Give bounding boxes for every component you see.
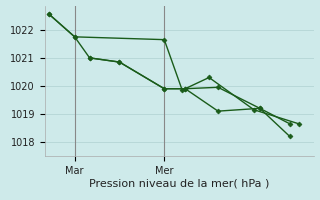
X-axis label: Pression niveau de la mer( hPa ): Pression niveau de la mer( hPa )	[89, 179, 269, 188]
